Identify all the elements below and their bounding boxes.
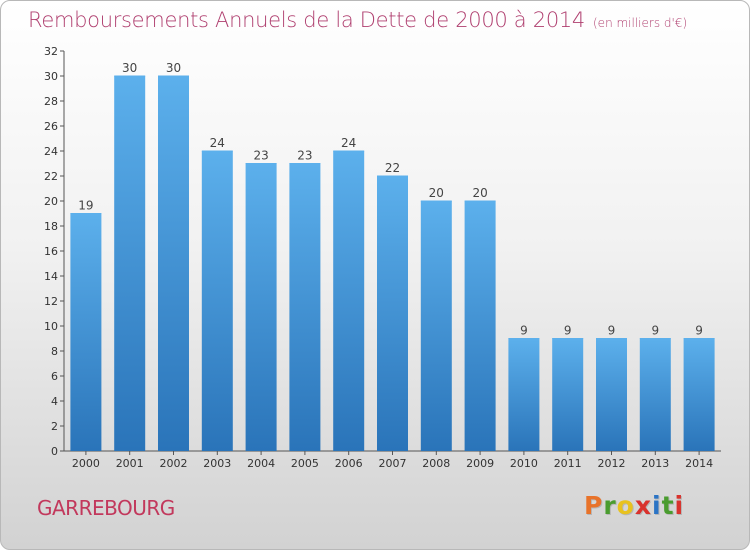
value-labels: 19 30 30 24 23 23 24 22 20 20 9 9 9 9 9 [78, 61, 703, 338]
y-tick-label: 28 [44, 95, 58, 108]
value-label-2010: 9 [520, 324, 528, 338]
logo-letter: o [616, 491, 635, 520]
y-tick-label: 8 [51, 345, 58, 358]
y-tick-label: 16 [44, 245, 58, 258]
proxiti-logo: Proxiti [584, 491, 684, 520]
x-tick-label-2005: 2005 [291, 457, 319, 470]
logo-letter: i [652, 491, 662, 520]
chart-subtitle: (en milliers d'€) [593, 16, 688, 30]
bar-2012 [596, 338, 627, 451]
value-label-2011: 9 [564, 324, 572, 338]
bar-2007 [377, 176, 408, 451]
y-tick-label: 32 [44, 45, 58, 58]
value-label-2012: 9 [608, 324, 616, 338]
bar-2010 [508, 338, 540, 451]
value-label-2004: 23 [253, 149, 268, 163]
bars-group [70, 75, 715, 451]
y-tick-label: 6 [51, 370, 58, 383]
y-tick-label: 12 [44, 295, 58, 308]
value-label-2008: 20 [429, 186, 444, 200]
value-label-2006: 24 [341, 136, 356, 150]
x-tick-label-2006: 2006 [335, 457, 363, 470]
logo-letter: r [603, 491, 617, 520]
x-tick-label-2008: 2008 [422, 457, 450, 470]
y-tick-label: 14 [44, 270, 58, 283]
y-tick-label: 20 [44, 195, 58, 208]
value-label-2001: 30 [122, 61, 137, 75]
bar-2005 [289, 163, 321, 451]
y-tick-label: 4 [51, 395, 58, 408]
bar-2003 [201, 151, 233, 451]
logo-letter: t [661, 491, 675, 520]
bar-2000 [70, 213, 102, 451]
bar-2008 [420, 201, 452, 451]
logo-letter: i [674, 491, 685, 520]
logo-letter: P [584, 491, 604, 520]
bar-2014 [683, 338, 715, 451]
bar-2002 [158, 76, 189, 451]
x-tick-label-2009: 2009 [466, 457, 494, 470]
value-label-2013: 9 [651, 324, 659, 338]
x-tick-label-2007: 2007 [379, 457, 407, 470]
y-tick-label: 24 [44, 145, 58, 158]
x-tick-label-2013: 2013 [641, 457, 669, 470]
bar-2001 [114, 76, 146, 451]
x-tick-label-2010: 2010 [510, 457, 538, 470]
y-tick-label: 0 [51, 445, 58, 458]
bar-2013 [639, 338, 671, 451]
title-text: Remboursements Annuels de la Dette de 20… [28, 8, 585, 32]
bar-2006 [333, 151, 365, 451]
town-name: GARREBOURG [37, 496, 175, 520]
y-tick-label: 2 [51, 420, 58, 433]
x-tick-label-2000: 2000 [72, 457, 100, 470]
value-label-2002: 30 [166, 61, 181, 75]
y-tick-label: 30 [44, 70, 58, 83]
x-tick-label-2014: 2014 [685, 457, 713, 470]
x-tick-label-2004: 2004 [247, 457, 275, 470]
bar-2004 [245, 163, 277, 451]
x-tick-label-2003: 2003 [203, 457, 231, 470]
x-tick-label-2011: 2011 [554, 457, 582, 470]
y-tick-label: 10 [44, 320, 58, 333]
x-tick-label-2001: 2001 [116, 457, 144, 470]
value-label-2000: 19 [78, 199, 93, 213]
bar-2011 [552, 338, 584, 451]
value-label-2005: 23 [297, 149, 312, 163]
value-label-2009: 20 [472, 186, 487, 200]
y-tick-label: 26 [44, 120, 58, 133]
bar-2009 [464, 201, 496, 451]
y-tick-label: 22 [44, 170, 58, 183]
x-tick-label-2002: 2002 [160, 457, 188, 470]
value-label-2014: 9 [695, 324, 703, 338]
value-label-2003: 24 [210, 136, 225, 150]
x-tick-label-2012: 2012 [598, 457, 626, 470]
chart-title: Remboursements Annuels de la Dette de 20… [28, 8, 687, 32]
logo-letter: x [634, 491, 652, 520]
value-label-2007: 22 [385, 161, 400, 175]
y-tick-label: 18 [44, 220, 58, 233]
